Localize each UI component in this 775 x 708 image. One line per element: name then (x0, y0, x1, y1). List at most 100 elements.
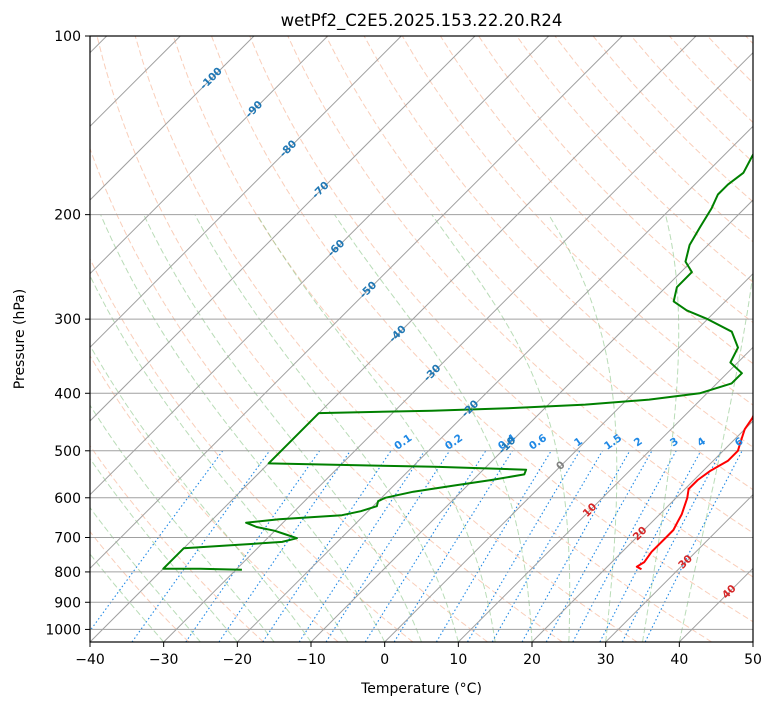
moist-adiabat (90, 274, 349, 642)
mixing-ratio-line (364, 450, 487, 642)
moist-adiabat (548, 214, 618, 642)
dry-adiabat (90, 530, 190, 642)
chart-title: wetPf2_C2E5.2025.153.22.20.R24 (281, 11, 563, 31)
x-tick-label: 0 (380, 652, 389, 668)
mixing-ratio-label: 4 (695, 435, 708, 449)
y-tick-label: 500 (54, 444, 81, 460)
mixing-ratio-line (467, 450, 581, 642)
mixing-ratio-line (185, 450, 321, 642)
mixing-ratio-label: 2 (632, 435, 645, 449)
mixing-ratio-line (572, 450, 677, 642)
x-tick-label: 20 (523, 652, 541, 668)
isotherm-line (457, 346, 753, 642)
moist-adiabat (90, 344, 312, 642)
isotherm-line (90, 36, 255, 201)
dry-adiabat (439, 36, 753, 365)
dry-adiabat (707, 36, 753, 84)
mixing-ratio-label: 0.2 (443, 432, 465, 453)
moist-adiabat (90, 457, 238, 642)
mixing-ratio-label: 0.6 (527, 432, 549, 453)
x-tick-label: 10 (449, 652, 467, 668)
x-tick-label: −40 (75, 652, 105, 668)
dry-adiabat (90, 257, 414, 642)
plot-area: 0.10.20.40.611.52346810131620253036-100-… (90, 36, 773, 642)
moist-adiabat (194, 214, 459, 642)
dry-adiabat (669, 36, 753, 124)
isotherm-grid (90, 36, 753, 642)
isotherm-line (90, 36, 697, 642)
moist-adiabat (90, 553, 165, 642)
x-tick-label: −10 (296, 652, 326, 668)
isotherm-line (678, 567, 753, 642)
dry-adiabat (211, 36, 753, 623)
moist-adiabat (642, 214, 680, 642)
y-tick-label: 700 (54, 531, 81, 547)
dry-adiabat (592, 36, 753, 203)
x-tick-label: −20 (223, 652, 253, 668)
mixing-ratio-label: 0.1 (392, 432, 414, 453)
mixing-ratio-label: 3 (668, 435, 681, 449)
x-tick-label: −30 (149, 652, 179, 668)
dry-adiabat (401, 36, 753, 406)
isotherm-line (90, 36, 476, 422)
moist-adiabat (90, 506, 201, 642)
moist-adiabat (256, 214, 496, 642)
mixing-ratio-line (325, 450, 451, 642)
isotherm-line (752, 641, 753, 642)
y-tick-label: 600 (54, 491, 81, 507)
mixing-ratio-line (262, 450, 392, 642)
y-tick-label: 900 (54, 595, 81, 611)
dry-adiabat (90, 354, 339, 642)
y-tick-label: 200 (54, 208, 81, 224)
x-tick-label: 30 (597, 652, 615, 668)
isotherm-line (90, 36, 329, 275)
y-tick-label: 300 (54, 312, 81, 328)
x-tick-label: 40 (670, 652, 688, 668)
dry-adiabat (90, 147, 488, 642)
isotherm-line (531, 420, 753, 642)
moist-adiabat (90, 404, 275, 642)
moist-adiabat (143, 214, 422, 642)
dry-adiabat (478, 36, 753, 324)
mixing-ratio-label: 1.5 (602, 432, 624, 453)
mixing-ratio-line (545, 450, 653, 642)
x-axis: −40 −30 −20 −10 0 10 20 30 40 50 (75, 642, 762, 668)
moist-adiabat (334, 214, 533, 642)
y-tick-label: 800 (54, 565, 81, 581)
isobar-grid (90, 36, 753, 630)
mixing-ratio-label: 6 (733, 435, 746, 449)
mixing-ratio-label: 8 (760, 435, 773, 449)
dry-adiabat (516, 36, 753, 283)
isotherm-line (90, 36, 402, 349)
dry-adiabat (96, 36, 563, 642)
mixing-ratio-line (90, 450, 224, 632)
mixing-ratio-line (298, 450, 426, 642)
y-tick-label: 1000 (45, 622, 81, 638)
plot-frame (89, 35, 754, 643)
dry-adiabat (90, 444, 264, 642)
mixing-ratio-line (644, 450, 743, 642)
isotherm-line (90, 36, 623, 570)
isotherm-line (163, 51, 753, 642)
mixing-ratio-line (435, 450, 552, 642)
sounding-series (162, 152, 753, 571)
dry-adiabat (745, 36, 753, 45)
dry-adiabat (134, 36, 638, 642)
mixing-ratio-line (131, 450, 271, 642)
isotherm-line (236, 125, 753, 642)
moist-adiabat (678, 269, 753, 642)
dry-adiabat (249, 36, 753, 578)
x-axis-label: Temperature (°C) (360, 681, 482, 697)
isotherm-line (384, 272, 753, 642)
dry-adiabat (554, 36, 753, 243)
isotherm-line (605, 493, 753, 642)
isotherm-line (90, 36, 550, 496)
y-axis: 100 200 300 400 500 600 700 800 900 1000 (45, 29, 90, 638)
mixing-ratio-line (521, 450, 631, 642)
y-tick-label: 100 (54, 29, 81, 45)
x-tick-label: 50 (744, 652, 762, 668)
y-axis-label: Pressure (hPa) (12, 289, 28, 389)
mixing-ratio-line (218, 450, 351, 642)
dewpoint-profile (162, 152, 753, 571)
